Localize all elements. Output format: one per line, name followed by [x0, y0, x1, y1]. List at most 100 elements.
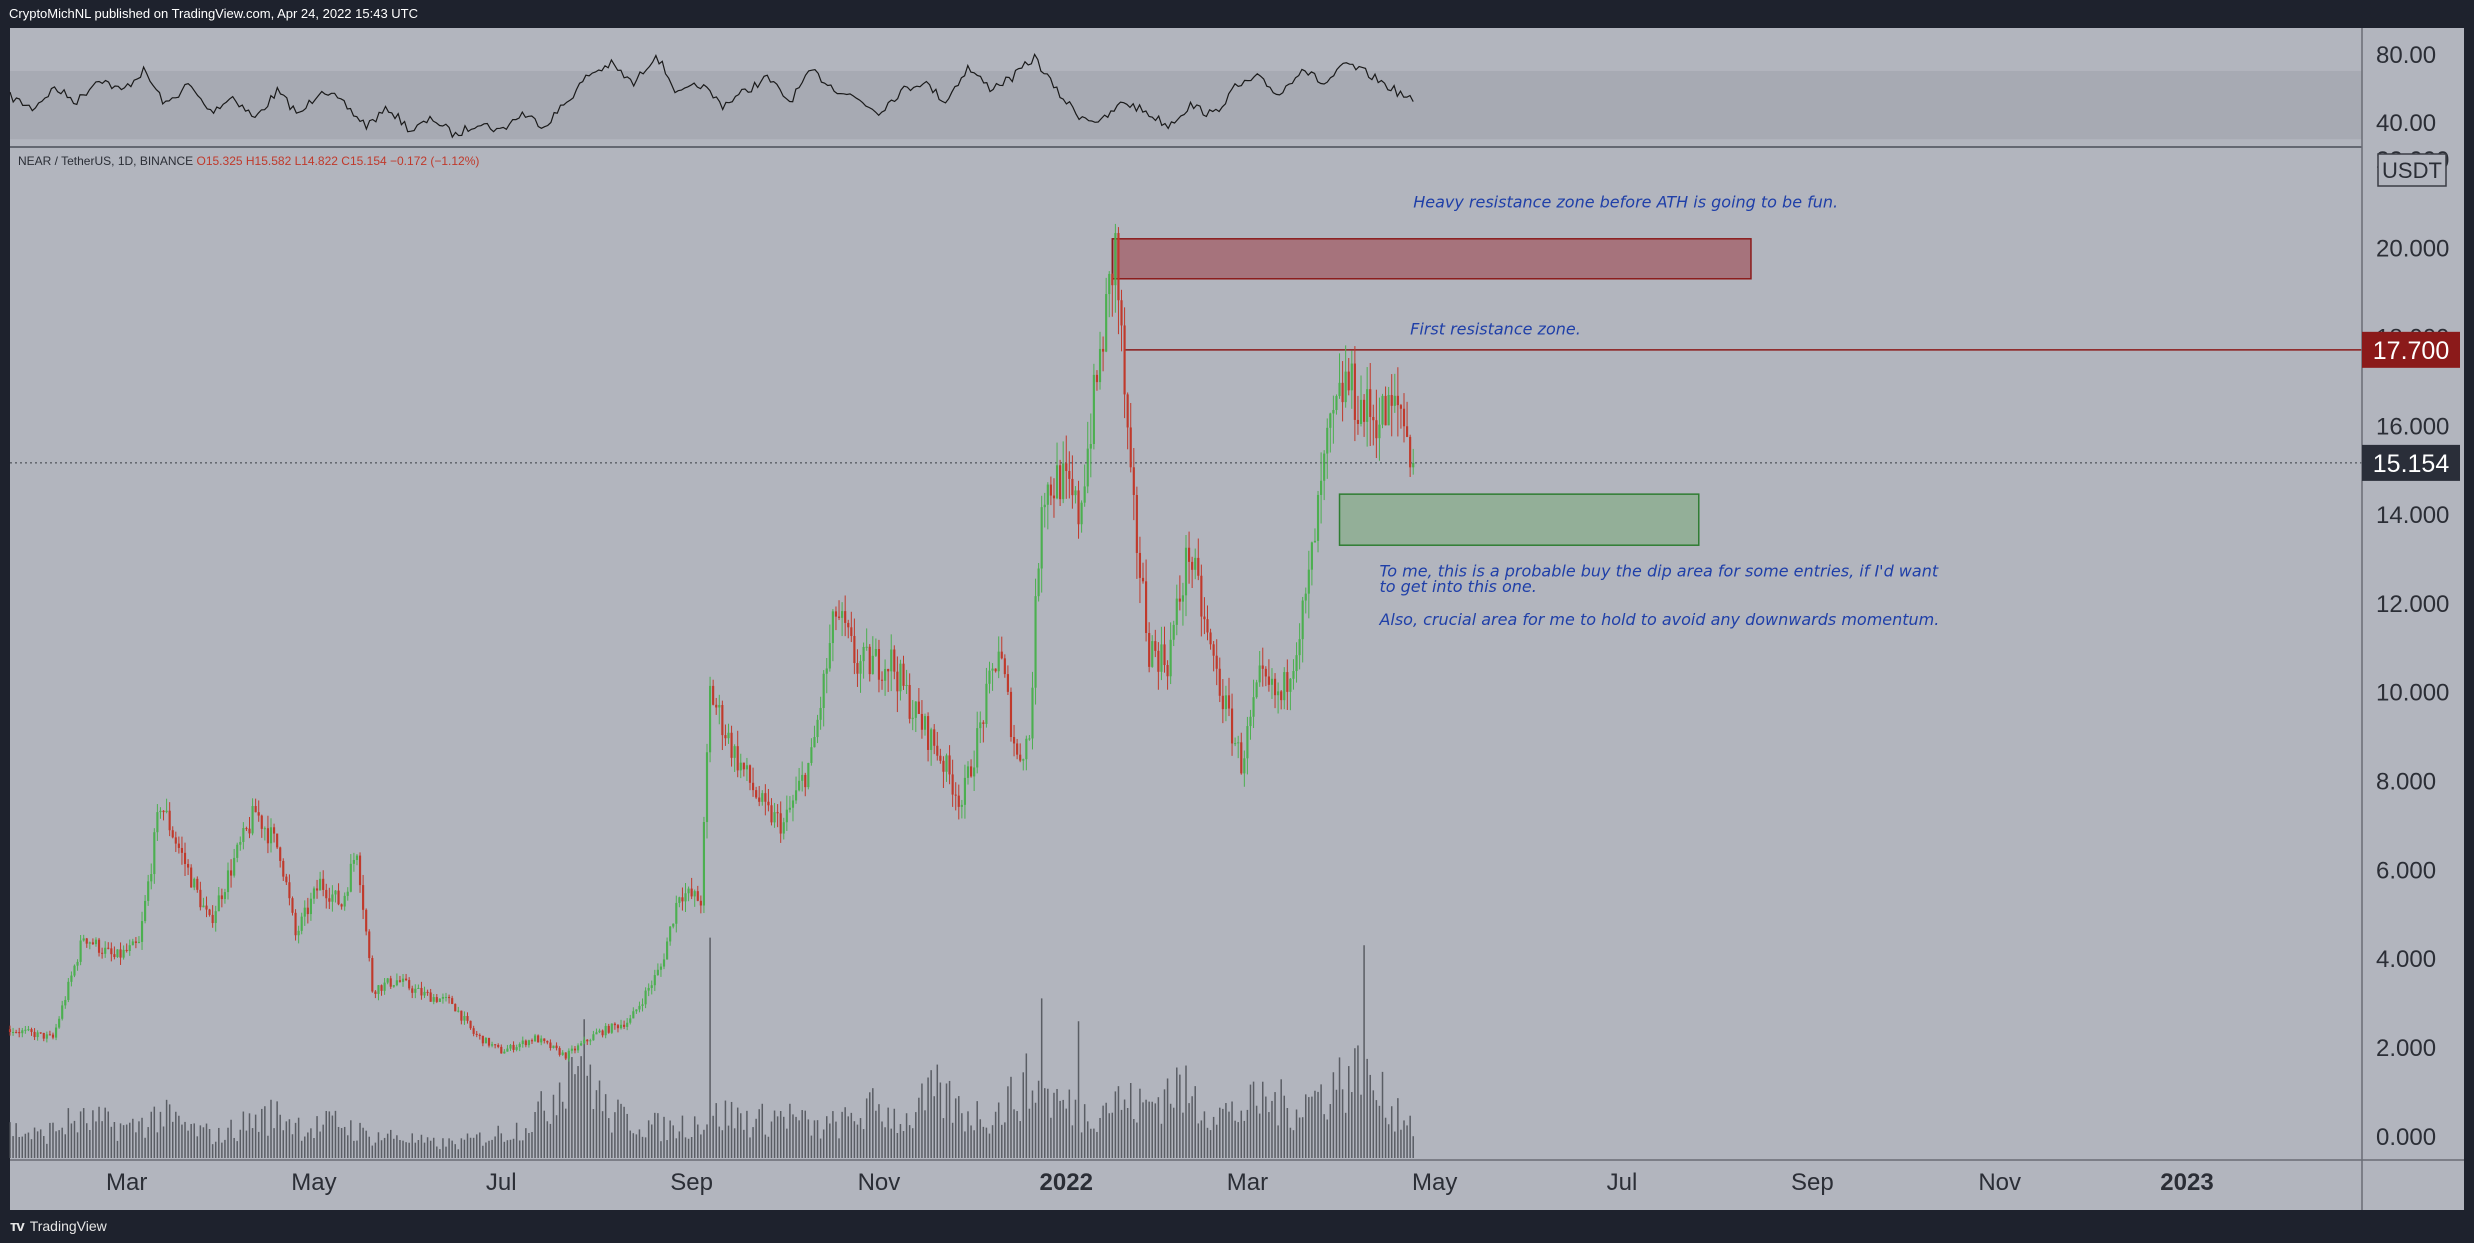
annotation-text: Heavy resistance zone before ATH is goin… [1413, 193, 1838, 212]
candle-body [902, 663, 905, 686]
candle-body [500, 1046, 503, 1054]
candle-body [1105, 294, 1108, 352]
candle-body [205, 905, 208, 910]
candle-body [454, 1003, 457, 1012]
candle-body [779, 813, 782, 834]
candle-body [162, 810, 165, 813]
candle-body [656, 969, 659, 976]
candle-body [1092, 374, 1095, 445]
candle-body [134, 941, 137, 943]
candle-body [503, 1051, 506, 1054]
candle-body [79, 940, 82, 962]
candle-body [684, 893, 687, 902]
candle-body [202, 905, 205, 908]
candle-body [693, 891, 696, 897]
price-badge-label: 15.154 [2373, 450, 2450, 478]
candle-body [868, 646, 871, 675]
resistance-zone [1111, 238, 1752, 280]
candle-body [690, 888, 693, 897]
candle-body [515, 1047, 518, 1050]
candle-body [960, 804, 963, 807]
candle-body [236, 844, 239, 858]
candle-body [905, 684, 908, 686]
candle-body [257, 812, 260, 816]
candle-body [125, 949, 128, 952]
candle-body [1363, 399, 1366, 422]
tradingview-footer: ᴛᴠ TradingView [0, 1210, 2474, 1243]
candle-body [1313, 540, 1317, 543]
candle-body [982, 722, 985, 724]
candle-body [859, 661, 862, 674]
candle-body [1016, 743, 1019, 755]
candle-body [580, 1043, 583, 1046]
candle-body [1120, 300, 1123, 326]
candle-body [1267, 676, 1270, 685]
candle-body [1157, 650, 1160, 672]
candle-body [478, 1034, 481, 1036]
candle-body [405, 978, 408, 981]
candle-body [383, 982, 386, 991]
candle-body [1406, 426, 1409, 437]
candle-body [42, 1032, 45, 1039]
candle-body [1178, 598, 1181, 602]
candle-body [1025, 738, 1028, 760]
candle-body [1338, 382, 1341, 397]
candle-body [58, 1018, 61, 1028]
candle-body [650, 985, 653, 988]
candle-body [518, 1044, 521, 1048]
candle-body [629, 1018, 632, 1023]
candle-body [30, 1029, 33, 1032]
candle-body [33, 1031, 36, 1038]
candle-body [666, 941, 669, 960]
candle-body [687, 888, 690, 894]
candle-body [196, 878, 199, 890]
candle-body [672, 923, 675, 927]
candle-body [159, 810, 162, 813]
candlesticks [8, 223, 1415, 1062]
candle-body [1012, 737, 1016, 744]
candle-body [1083, 486, 1086, 503]
candle-body [865, 646, 868, 648]
candle-body [1381, 395, 1384, 425]
candle-body [414, 988, 417, 993]
candle-body [1378, 424, 1381, 439]
chart-background [10, 28, 2464, 1210]
candle-body [67, 981, 70, 1000]
candle-body [174, 837, 177, 844]
candle-body [785, 809, 788, 823]
candle-body [457, 1010, 460, 1012]
candle-body [1399, 405, 1403, 409]
candle-body [1055, 465, 1059, 499]
candle-body [260, 815, 263, 829]
candle-body [1052, 495, 1056, 499]
candle-body [1393, 395, 1396, 406]
candle-body [1283, 672, 1286, 701]
candle-body [1062, 463, 1065, 500]
candle-body [767, 801, 770, 806]
candle-body [825, 668, 828, 674]
candle-body [755, 790, 758, 798]
candle-body [1077, 490, 1080, 525]
candle-body [199, 889, 202, 908]
candle-body [893, 649, 896, 672]
candle-body [113, 954, 116, 958]
candle-body [1132, 467, 1135, 496]
volume-bars [9, 937, 1414, 1158]
candle-body [208, 909, 211, 915]
candle-body [183, 852, 187, 864]
y-tick-label: 6.000 [2376, 857, 2436, 884]
candle-body [276, 833, 279, 848]
candle-body [1326, 427, 1329, 454]
x-tick-label: 2023 [2160, 1169, 2213, 1196]
candle-body [386, 978, 389, 983]
candle-body [819, 707, 822, 720]
candle-body [223, 892, 227, 900]
candle-body [61, 1005, 64, 1019]
candle-body [917, 701, 920, 714]
candle-body [742, 762, 745, 770]
candle-body [699, 900, 702, 906]
candle-body [1163, 644, 1166, 666]
candle-body [662, 959, 666, 967]
symbol-line-part: NEAR / TetherUS, 1D, BINANCE [18, 154, 197, 168]
